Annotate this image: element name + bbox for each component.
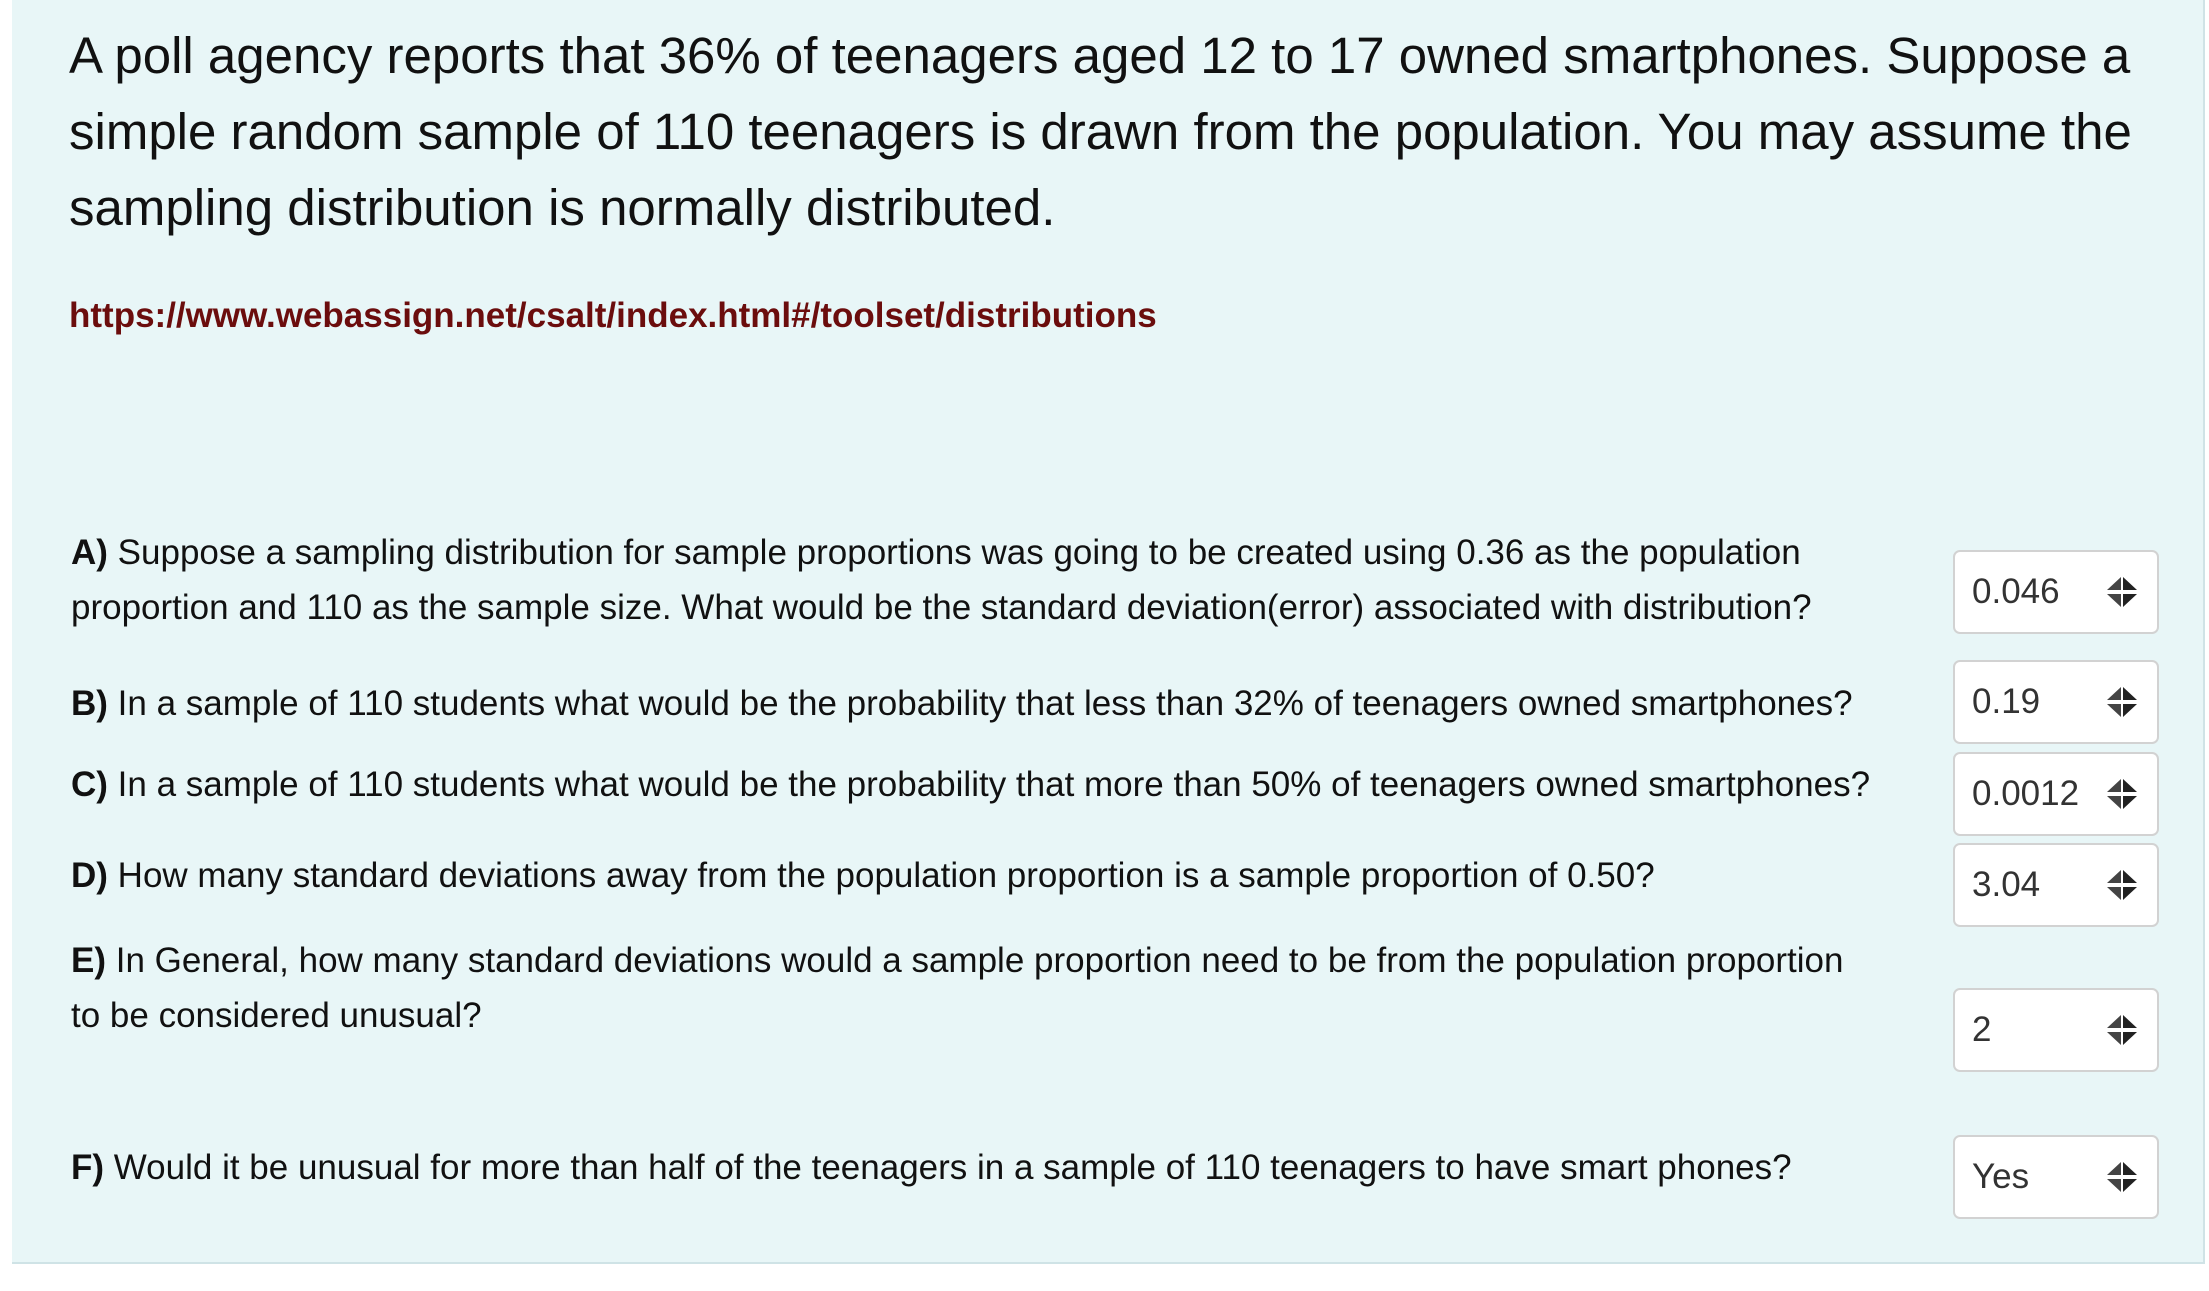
question-letter: E) — [71, 941, 106, 980]
question-b: B) In a sample of 110 students what woul… — [71, 676, 1853, 731]
answer-select-f[interactable]: Yes — [1953, 1135, 2159, 1219]
question-letter: A) — [71, 533, 108, 572]
answer-select-e[interactable]: 2 — [1953, 988, 2159, 1072]
answer-value: 0.0012 — [1972, 774, 2080, 813]
question-text: Suppose a sampling distribution for samp… — [117, 533, 1801, 572]
question-letter: F) — [71, 1148, 105, 1187]
up-down-arrows-icon — [2107, 1162, 2137, 1192]
up-down-arrows-icon — [2107, 779, 2137, 809]
question-text: In a sample of 110 students what would b… — [117, 684, 1853, 723]
question-f: F) Would it be unusual for more than hal… — [71, 1140, 1792, 1195]
up-down-arrows-icon — [2107, 687, 2137, 717]
question-text: How many standard deviations away from t… — [117, 856, 1655, 895]
answer-value: 0.046 — [1972, 572, 2060, 611]
distributions-toolset-link[interactable]: https://www.webassign.net/csalt/index.ht… — [69, 296, 1157, 335]
question-text-continued: proportion and 110 as the sample size. W… — [71, 588, 1812, 627]
answer-select-a[interactable]: 0.046 — [1953, 550, 2159, 634]
question-letter: C) — [71, 765, 108, 804]
answer-value: Yes — [1972, 1157, 2030, 1196]
answer-select-b[interactable]: 0.19 — [1953, 660, 2159, 744]
question-text: Would it be unusual for more than half o… — [113, 1148, 1792, 1187]
up-down-arrows-icon — [2107, 1015, 2137, 1045]
up-down-arrows-icon — [2107, 870, 2137, 900]
question-e: E) In General, how many standard deviati… — [71, 933, 1843, 1043]
question-text: In General, how many standard deviations… — [115, 941, 1844, 980]
question-panel: A poll agency reports that 36% of teenag… — [12, 0, 2205, 1264]
question-a: A) Suppose a sampling distribution for s… — [71, 525, 1812, 635]
answer-select-d[interactable]: 3.04 — [1953, 843, 2159, 927]
problem-statement: A poll agency reports that 36% of teenag… — [69, 27, 2132, 236]
answer-value: 3.04 — [1972, 865, 2041, 904]
question-text-continued: to be considered unusual? — [71, 996, 482, 1035]
answer-value: 2 — [1972, 1010, 1992, 1049]
answer-select-c[interactable]: 0.0012 — [1953, 752, 2159, 836]
question-c: C) In a sample of 110 students what woul… — [71, 757, 1870, 812]
question-d: D) How many standard deviations away fro… — [71, 848, 1655, 903]
question-letter: B) — [71, 684, 108, 723]
question-text: In a sample of 110 students what would b… — [117, 765, 1871, 804]
up-down-arrows-icon — [2107, 577, 2137, 607]
answer-value: 0.19 — [1972, 682, 2041, 721]
question-letter: D) — [71, 856, 108, 895]
